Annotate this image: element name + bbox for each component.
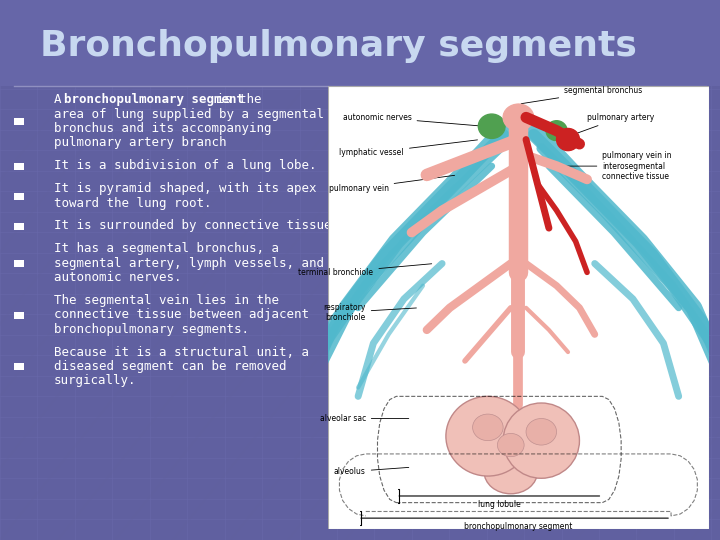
Ellipse shape [478, 114, 505, 138]
Bar [14, 223, 24, 230]
Text: bronchus and its accompanying: bronchus and its accompanying [54, 122, 271, 135]
Ellipse shape [472, 414, 503, 441]
Text: pulmonary vein in
interosegmental
connective tissue: pulmonary vein in interosegmental connec… [548, 151, 672, 181]
Bar [14, 193, 24, 200]
Bar [14, 118, 24, 125]
Ellipse shape [526, 418, 557, 445]
Text: bronchopulmonary segments.: bronchopulmonary segments. [54, 322, 249, 336]
Text: alveolus: alveolus [334, 467, 409, 476]
Ellipse shape [498, 434, 524, 457]
Text: is the: is the [209, 93, 261, 106]
Text: bronchopulmonary segment: bronchopulmonary segment [464, 522, 572, 531]
Text: terminal bronchiole: terminal bronchiole [298, 264, 432, 277]
Bar [14, 163, 24, 170]
Text: area of lung supplied by a segmental: area of lung supplied by a segmental [54, 107, 324, 121]
Text: autonomic nerves.: autonomic nerves. [54, 271, 181, 284]
Text: alveolar sac: alveolar sac [320, 414, 409, 423]
Text: lymphatic vessel: lymphatic vessel [339, 140, 477, 157]
Text: It is surrounded by connective tissue.: It is surrounded by connective tissue. [54, 219, 339, 233]
Text: The segmental vein lies in the: The segmental vein lies in the [54, 294, 279, 307]
Ellipse shape [557, 129, 580, 151]
Ellipse shape [546, 121, 567, 140]
Text: It is pyramid shaped, with its apex: It is pyramid shaped, with its apex [54, 182, 317, 195]
Bar [14, 312, 24, 319]
Text: respiratory
bronchiole: respiratory bronchiole [323, 302, 416, 322]
Ellipse shape [446, 396, 530, 476]
Ellipse shape [484, 449, 537, 494]
Ellipse shape [503, 403, 580, 478]
Text: Because it is a structural unit, a: Because it is a structural unit, a [54, 346, 309, 359]
Text: surgically.: surgically. [54, 374, 137, 387]
Text: bronchopulmonary segment: bronchopulmonary segment [65, 93, 245, 106]
Bar [0, 0, 720, 86]
Text: toward the lung root.: toward the lung root. [54, 197, 212, 210]
Ellipse shape [503, 104, 534, 131]
Text: segmental artery, lymph vessels, and: segmental artery, lymph vessels, and [54, 256, 324, 270]
Text: It has a segmental bronchus, a: It has a segmental bronchus, a [54, 242, 279, 255]
Text: pulmonary artery: pulmonary artery [575, 113, 654, 134]
Text: lung lobule: lung lobule [478, 500, 521, 509]
Text: Bronchopulmonary segments: Bronchopulmonary segments [40, 29, 636, 63]
Text: pulmonary artery branch: pulmonary artery branch [54, 136, 227, 150]
Text: autonomic nerves: autonomic nerves [343, 113, 481, 126]
Text: pulmonary vein: pulmonary vein [328, 176, 454, 193]
Text: diseased segment can be removed: diseased segment can be removed [54, 360, 287, 373]
Bar [14, 260, 24, 267]
Bar [14, 363, 24, 370]
Text: connective tissue between adjacent: connective tissue between adjacent [54, 308, 309, 321]
Text: A: A [54, 93, 69, 106]
Text: It is a subdivision of a lung lobe.: It is a subdivision of a lung lobe. [54, 159, 317, 172]
Text: segmental bronchus: segmental bronchus [521, 86, 642, 104]
